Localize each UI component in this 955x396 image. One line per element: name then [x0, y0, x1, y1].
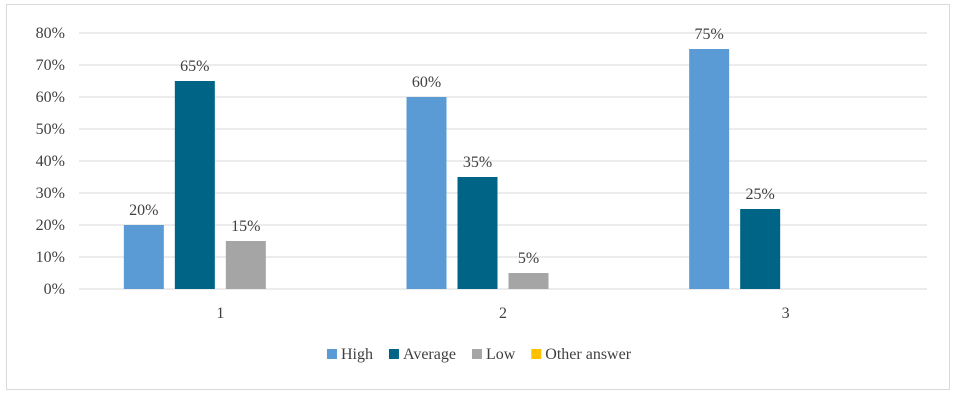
- legend-label: Other answer: [545, 346, 631, 363]
- y-tick-label: 70%: [36, 57, 65, 74]
- data-label: 5%: [518, 250, 539, 267]
- legend-swatch: [326, 349, 337, 359]
- bar: [225, 241, 266, 289]
- y-tick-label: 20%: [36, 217, 65, 234]
- legend: High Average Low Other answer: [326, 346, 632, 363]
- bar-chart: 0%10%20%30%40%50%60%70%80% 20%65%15%60%3…: [36, 25, 927, 363]
- data-label: 35%: [463, 154, 492, 171]
- y-tick-label: 40%: [36, 153, 65, 170]
- y-tick-label: 50%: [36, 121, 65, 138]
- data-label: 65%: [180, 58, 209, 75]
- data-label: 75%: [695, 26, 724, 43]
- x-tick-label: 3: [782, 305, 790, 322]
- data-label: 20%: [129, 202, 158, 219]
- bar: [174, 81, 215, 289]
- bar: [457, 177, 498, 289]
- y-tick-label: 0%: [44, 281, 65, 298]
- bar: [689, 49, 730, 289]
- bar: [123, 225, 164, 289]
- legend-swatch: [388, 349, 399, 359]
- y-tick-label: 10%: [36, 249, 65, 266]
- legend-item: Low: [471, 346, 516, 363]
- legend-swatch: [471, 349, 482, 359]
- bar: [406, 97, 447, 289]
- bar: [740, 209, 781, 289]
- x-axis-ticks: 1 2 3: [216, 305, 789, 322]
- data-labels: 20% 65% 15% 60% 35% 5% 75% 25%: [129, 26, 775, 267]
- legend-item: High: [326, 346, 373, 363]
- legend-swatch: [531, 349, 542, 359]
- y-tick-label: 60%: [36, 89, 65, 106]
- legend-item: Other answer: [531, 346, 632, 363]
- legend-label: High: [341, 346, 373, 363]
- gridlines: [79, 32, 927, 290]
- x-tick-label: 1: [216, 305, 224, 322]
- data-label: 60%: [412, 74, 441, 91]
- chart-frame: 0% 10% 20% 30% 40% 50% 60% 70% 80% 20% 65% 15% 60% 3…: [6, 4, 950, 390]
- legend-label: Average: [403, 346, 456, 363]
- x-tick-label: 2: [499, 305, 507, 322]
- data-label: 15%: [231, 218, 260, 235]
- y-tick-label: 80%: [36, 25, 65, 42]
- bars: [123, 49, 781, 289]
- legend-label: Low: [486, 346, 516, 363]
- data-label: 25%: [746, 186, 775, 203]
- legend-item: Average: [388, 346, 456, 363]
- bar: [508, 273, 549, 289]
- y-tick-label: 30%: [36, 185, 65, 202]
- y-axis-ticks: 0% 10% 20% 30% 40% 50% 60% 70% 80%: [36, 25, 65, 298]
